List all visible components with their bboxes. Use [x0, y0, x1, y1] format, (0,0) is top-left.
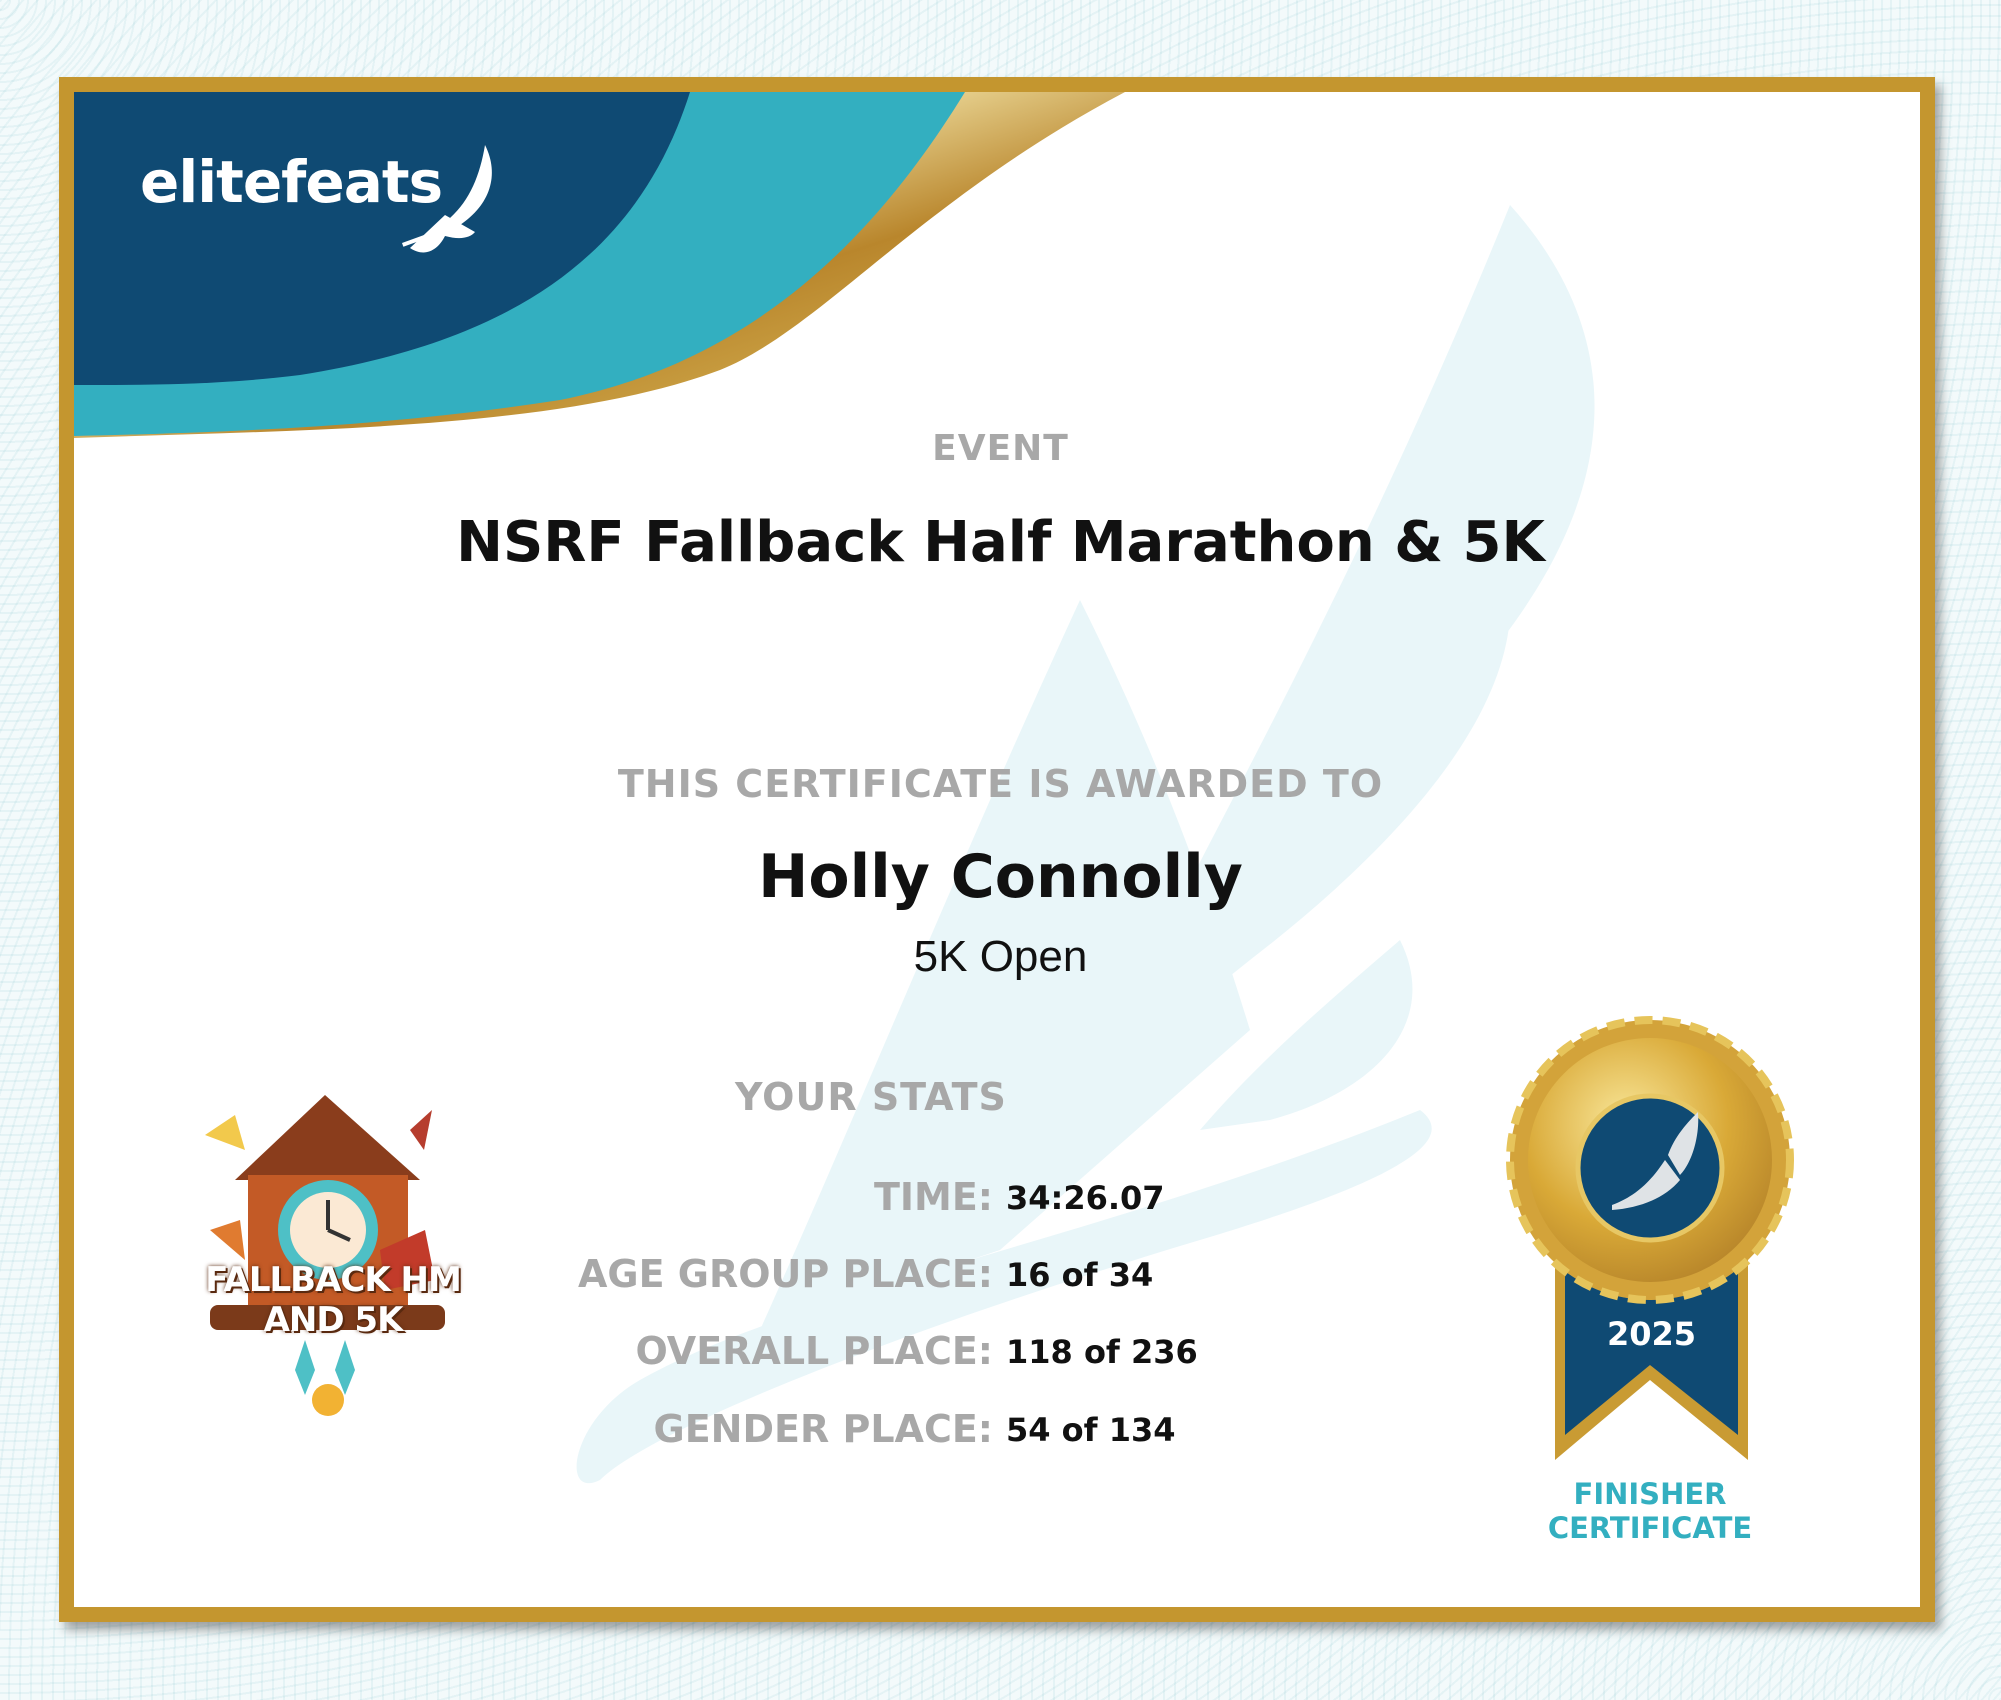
- awarded-to-label: THIS CERTIFICATE IS AWARDED TO: [617, 762, 1384, 806]
- logo-winged-shoe-icon: [401, 145, 492, 253]
- event-label: EVENT: [932, 428, 1069, 469]
- stat-value: 34:26.07: [1006, 1179, 1165, 1217]
- recipient-name: Holly Connolly: [758, 842, 1243, 912]
- header-navy-band: [74, 92, 690, 385]
- stat-value: 16 of 34: [1006, 1256, 1154, 1294]
- stat-row-overall-place: OVERALL PLACE: 118 of 236: [0, 1329, 2001, 1379]
- event-logo-cuckoo-clock: [205, 1095, 445, 1416]
- certificate-line: CERTIFICATE: [1547, 1511, 1753, 1545]
- finisher-medal-icon: [1506, 1016, 1794, 1460]
- watermark-winged-shoe-icon: [576, 205, 1595, 1484]
- stat-label: TIME:: [873, 1175, 993, 1219]
- stat-label: GENDER PLACE:: [653, 1407, 993, 1451]
- event-name: NSRF Fallback Half Marathon & 5K: [456, 510, 1545, 575]
- stat-label: AGE GROUP PLACE:: [578, 1252, 993, 1296]
- division: 5K Open: [913, 932, 1088, 981]
- stat-value: 118 of 236: [1006, 1333, 1198, 1371]
- stat-row-gender-place: GENDER PLACE: 54 of 134: [0, 1407, 2001, 1457]
- event-logo-text: FALLBACK HM AND 5K: [205, 1260, 462, 1340]
- finisher-line: FINISHER: [1573, 1477, 1727, 1511]
- stat-row-time: TIME: 34:26.07: [0, 1175, 2001, 1225]
- finisher-certificate-label: FINISHER CERTIFICATE: [1500, 1477, 1800, 1545]
- stat-label: OVERALL PLACE:: [635, 1329, 994, 1373]
- elitefeats-logo: elitefeats: [140, 148, 443, 216]
- medal-year: 2025: [1606, 1315, 1697, 1353]
- stat-row-age-group-place: AGE GROUP PLACE: 16 of 34: [0, 1252, 2001, 1302]
- stat-value: 54 of 134: [1006, 1411, 1176, 1449]
- stats-heading: YOUR STATS: [735, 1075, 1007, 1119]
